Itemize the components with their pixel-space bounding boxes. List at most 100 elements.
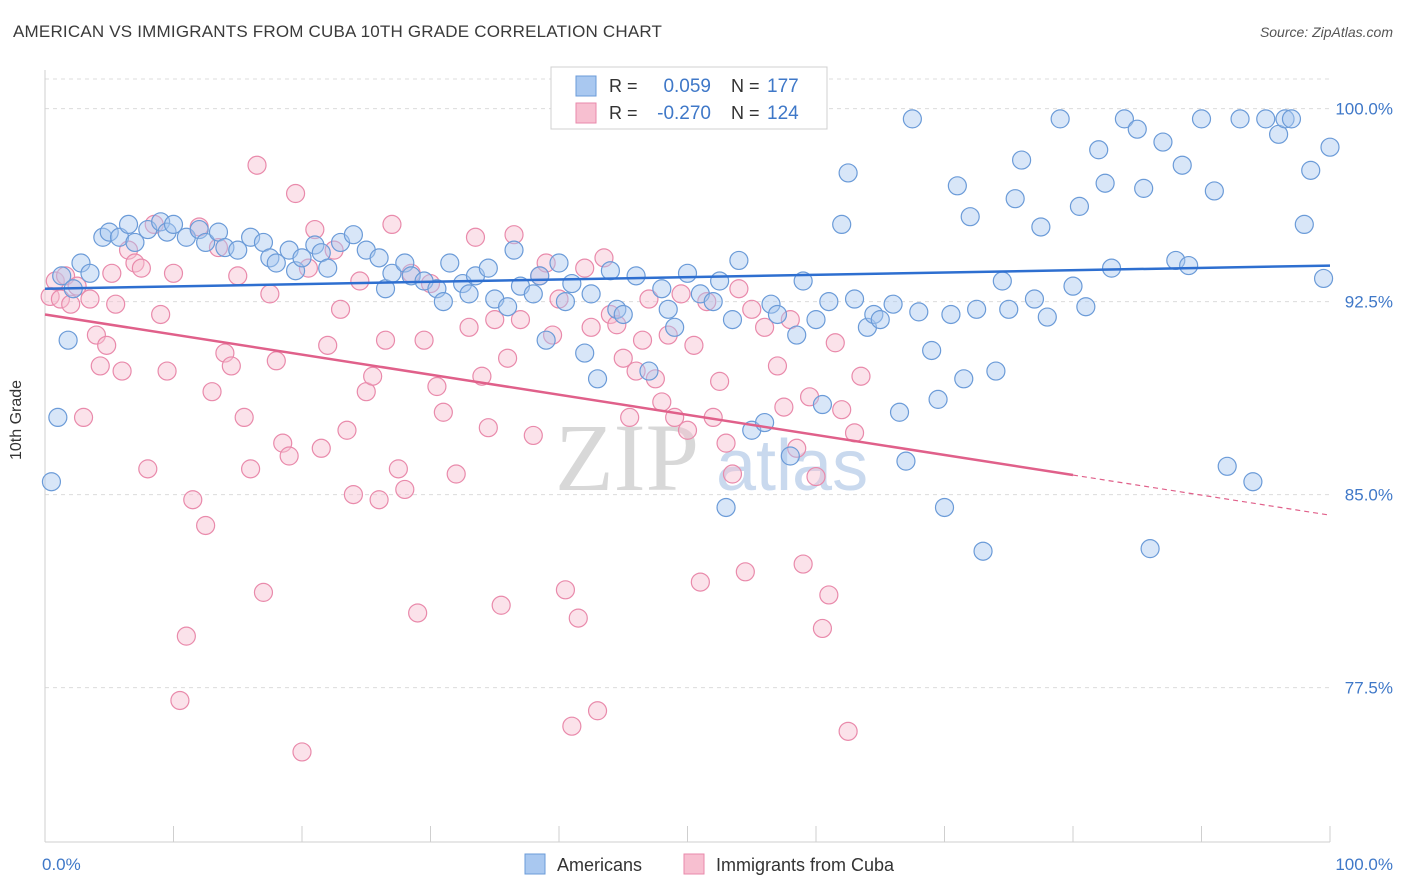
cuba-point-123 [851,366,871,386]
american-point-95 [902,109,922,129]
american-point-56 [555,292,576,312]
american-point-107 [992,271,1012,291]
american-point-82 [793,271,813,291]
american-point-113 [1037,307,1057,327]
american-point-25 [266,253,286,273]
cuba-point-24 [183,490,203,510]
cuba-point-84 [587,701,608,721]
american-point-127 [1172,155,1192,175]
tick-labels: 77.5% 85.0% 92.5% 100.0% 0.0% 100.0% [42,100,1393,874]
american-point-15 [163,214,184,234]
cuba-point-31 [228,266,248,286]
american-point-59 [581,284,601,304]
american-point-92 [883,294,903,314]
stats-r-value-1: -0.270 [657,103,711,124]
cuba-point-62 [427,376,447,397]
american-point-28 [292,248,312,268]
source-credit: Source: ZipAtlas.com [1259,24,1393,40]
american-point-105 [973,541,993,561]
cuba-point-12 [106,294,126,314]
american-point-119 [1095,173,1115,193]
american-point-49 [498,297,518,317]
watermark-zip: ZIP [555,404,699,511]
american-point-106 [986,361,1006,381]
american-point-45 [459,284,479,304]
american-point-18 [196,232,216,253]
cuba-point-94 [652,392,672,412]
american-point-98 [928,389,948,409]
american-point-66 [652,279,672,299]
cuba-point-16 [131,258,151,278]
american-point-86 [832,214,852,234]
cuba-point-41 [292,742,312,762]
cuba-point-98 [677,420,698,440]
american-point-35 [369,248,389,268]
american-point-115 [1063,276,1083,296]
american-point-39 [401,266,421,286]
american-point-72 [710,271,730,291]
cuba-point-99 [684,335,704,355]
american-point-63 [613,304,633,325]
american-point-123 [1134,178,1154,198]
american-point-57 [562,273,582,294]
stats-n-label-0: N = [731,76,760,96]
american-point-78 [761,294,781,314]
cuba-point-109 [754,317,775,337]
x-tick-label-1: 100.0% [1335,855,1393,874]
american-point-114 [1050,109,1070,129]
cuba-point-53 [369,490,389,510]
american-point-11 [125,232,145,253]
cuba-point-91 [632,330,653,350]
american-point-111 [1024,289,1045,309]
american-point-139 [1301,160,1321,180]
american-point-129 [1191,109,1212,129]
cuba-point-74 [523,425,543,446]
american-point-62 [607,299,627,319]
y-tick-label-1: 85.0% [1345,486,1393,505]
american-point-33 [343,225,363,245]
american-point-87 [838,163,858,183]
american-point-43 [440,253,460,273]
american-point-118 [1089,140,1109,160]
cuba-point-97 [671,284,691,304]
cuba-point-7 [80,289,100,309]
cuba-point-11 [102,263,122,283]
american-point-133 [1243,472,1263,492]
american-point-110 [1011,150,1032,170]
american-point-81 [787,325,807,345]
american-point-85 [819,292,839,312]
american-point-50 [504,240,524,260]
american-point-134 [1256,109,1276,129]
cuba-point-65 [459,317,479,337]
cuba-point-13 [112,361,132,381]
stats-n-value-0: 177 [767,76,799,97]
cuba-point-81 [568,608,588,628]
american-point-65 [639,361,659,381]
x-tick-label-0: 0.0% [42,855,81,874]
legend-swatch-1 [683,853,705,875]
cuba-point-4 [61,294,81,314]
american-point-55 [549,253,569,273]
american-point-58 [575,343,595,363]
cuba-point-49 [343,485,363,505]
cuba-point-73 [510,310,531,330]
american-point-103 [960,207,980,227]
american-point-99 [934,497,955,518]
americans-trend-line [44,264,1331,290]
american-point-131 [1217,456,1237,476]
cuba-point-80 [562,716,582,736]
cuba-point-40 [285,183,306,204]
cuba-point-6 [73,407,94,427]
cuba-point-19 [151,304,171,325]
american-point-3 [58,330,78,350]
american-point-2 [52,266,72,286]
american-point-116 [1069,196,1090,216]
cuba-point-121 [838,721,858,741]
cuba-point-22 [170,690,190,711]
cuba-point-47 [330,299,351,319]
american-point-94 [896,451,916,471]
cuba-point-114 [793,554,813,574]
cuba-point-8 [86,325,107,345]
american-point-84 [812,394,833,415]
cuba-point-95 [658,325,678,345]
